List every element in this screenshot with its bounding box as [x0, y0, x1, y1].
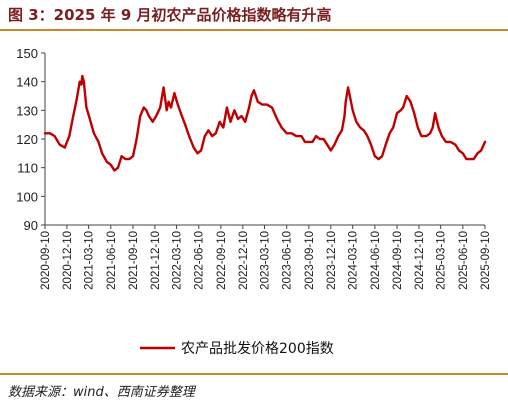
x-tick-label: 2024-12-10: [414, 231, 426, 290]
x-axis: 2020-09-10 2020-12-10 2021-03-10 2021-06-10…: [40, 224, 492, 290]
legend: 农产品批发价格200指数: [140, 341, 334, 357]
x-tick-label: 2021-09-10: [128, 231, 140, 290]
y-axis: 90 100 110 120 130 140 150: [16, 46, 46, 233]
y-tick-label: 140: [16, 75, 38, 90]
x-tick-label: 2025-09-10: [480, 231, 492, 290]
y-tick-label: 130: [16, 103, 38, 118]
x-tick-label: 2024-03-10: [348, 231, 360, 290]
x-tick-label: 2022-03-10: [172, 231, 184, 290]
legend-label: 农产品批发价格200指数: [181, 341, 334, 357]
line-chart: 90 100 110 120 130 140 150 2020-09-10 2020-12-1…: [16, 46, 492, 357]
x-tick-label: 2023-09-10: [304, 231, 316, 290]
x-tick-label: 2021-12-10: [150, 231, 162, 290]
x-tick-label: 2021-06-10: [106, 231, 118, 290]
series-line-agri-price-index: [43, 74, 487, 172]
x-tick-label: 2025-03-10: [436, 231, 448, 290]
x-tick-label: 2022-09-10: [216, 231, 228, 290]
x-tick-label: 2024-09-10: [392, 231, 404, 290]
x-tick-label: 2023-06-10: [282, 231, 294, 290]
title-rule: [0, 29, 508, 31]
y-tick-label: 90: [24, 218, 38, 233]
x-tick-label: 2025-06-10: [458, 231, 470, 290]
source-note: 数据来源：wind、西南证券整理: [8, 385, 195, 400]
x-tick-label: 2022-06-10: [194, 231, 206, 290]
x-tick-label: 2020-09-10: [40, 231, 52, 290]
series-layer: [43, 74, 487, 172]
x-tick-label: 2023-12-10: [326, 231, 338, 290]
x-tick-label: 2024-06-10: [370, 231, 382, 290]
x-tick-label: 2022-12-10: [238, 231, 250, 290]
source-rule: [0, 373, 508, 375]
y-tick-label: 120: [16, 132, 38, 147]
x-tick-label: 2021-03-10: [84, 231, 96, 290]
figure-title: 图 3：2025 年 9 月初农产品价格指数略有升高: [8, 6, 332, 24]
x-tick-label: 2020-12-10: [62, 231, 74, 290]
x-tick-label: 2023-03-10: [260, 231, 272, 290]
y-tick-label: 110: [17, 161, 38, 176]
y-tick-label: 150: [16, 46, 38, 61]
y-tick-label: 100: [16, 189, 38, 204]
